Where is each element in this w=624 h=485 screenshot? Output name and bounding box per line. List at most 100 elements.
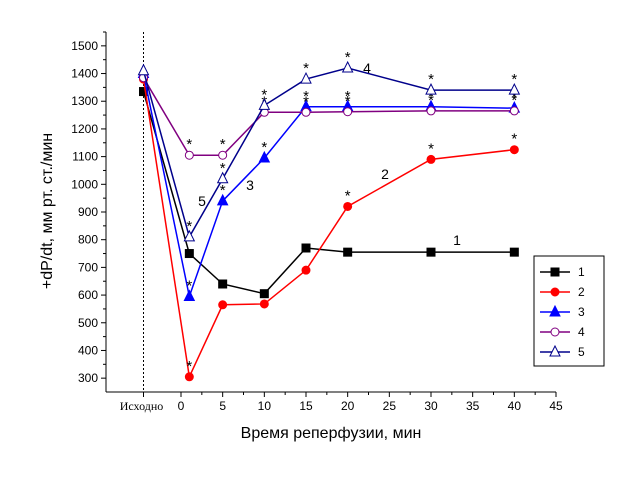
significance-star: * [345,93,351,110]
data-point-4 [509,106,519,116]
y-tick-label: 1400 [71,67,98,81]
x-tick-label: 15 [299,399,313,413]
x-tick-label: 20 [341,399,355,413]
significance-star: * [186,277,192,294]
data-point-5 [425,83,437,95]
curve-label-4: 4 [363,60,371,76]
data-point-3 [258,150,271,163]
significance-star: * [428,92,434,109]
x-origin-label: Исходно [120,399,164,413]
significance-star: * [186,136,192,153]
series-line-3 [142,73,515,300]
legend-label: 1 [578,265,585,279]
legend-marker [549,344,561,357]
significance-star: * [303,88,309,105]
data-point-1 [343,247,353,257]
legend-marker [550,267,560,277]
significance-star: * [345,49,351,66]
legend-box [533,255,605,367]
data-point-1 [426,247,436,257]
curve-label-2: 2 [381,166,389,182]
legend-item-3: 3 [540,304,585,319]
x-tick-label: 40 [508,399,522,413]
data-point-2 [259,299,269,309]
significance-star: * [511,71,517,88]
series-layer: ************************* [137,49,521,382]
legend-label: 3 [578,305,585,319]
y-axis-title: +dP/dt, мм рт. ст./мин [39,133,56,289]
significance-star: * [345,88,351,105]
data-point-2 [426,154,436,164]
data-point-2 [184,372,194,382]
data-point-5 [216,171,229,184]
legend-item-5: 5 [540,344,585,359]
x-tick-label: 10 [258,399,272,413]
legend-item-2: 2 [540,285,585,299]
data-point-4 [426,106,436,116]
y-tick-label: 700 [78,260,98,274]
significance-star: * [261,86,267,103]
labels-layer: Время реперфузии, мин +dP/dt, мм рт. ст./… [39,60,461,442]
y-tick-label: 1300 [71,94,98,108]
significance-star: * [511,89,517,106]
significance-star: * [261,139,267,156]
data-point-3 [183,289,196,301]
series-line-5 [142,67,515,239]
legend-item-1: 1 [540,265,585,279]
data-point-2 [218,300,228,310]
y-tick-label: 1500 [71,39,98,53]
series-line-2 [142,78,515,380]
data-point-1 [218,279,228,289]
significance-star: * [511,131,517,148]
data-point-4 [343,107,353,117]
significance-star: * [345,187,351,204]
significance-star: * [428,140,434,157]
data-point-2 [301,265,311,275]
series-1 [139,87,519,299]
significance-star: * [428,71,434,88]
legend: 1 2 3 4 5 [533,255,605,367]
axes: 3004005006007008009001000110012001300140… [71,31,563,413]
y-tick-label: 500 [78,316,98,330]
significance-star: * [220,136,226,153]
x-tick-label: 35 [466,399,480,413]
x-tick-label: 25 [383,399,397,413]
series-3: **** * * * [137,66,521,301]
series-4: ******* [139,73,519,160]
significance-star: * [303,93,309,110]
data-point-2 [343,201,353,211]
data-point-5 [341,60,354,73]
x-axis-title: Время реперфузии, мин [241,425,422,442]
y-tick-label: 900 [78,205,98,219]
data-point-5 [300,71,312,84]
significance-star: * [303,60,309,77]
legend-item-4: 4 [540,325,585,339]
data-point-1 [509,247,519,257]
data-point-4 [184,150,194,160]
significance-star: * [186,358,192,375]
data-point-1 [301,243,311,253]
curve-label-5: 5 [198,193,206,209]
y-tick-label: 400 [78,343,98,357]
data-point-2 [509,145,519,155]
x-tick-label: 0 [178,399,185,413]
curve-label-3: 3 [246,177,254,193]
y-tick-label: 600 [78,288,98,302]
legend-label: 2 [578,285,585,299]
x-tick-label: 30 [424,399,438,413]
x-tick-label: 45 [549,399,563,413]
significance-star: * [428,88,434,105]
legend-label: 4 [578,325,585,339]
data-point-1 [184,249,194,259]
data-point-1 [259,289,269,299]
x-tick-label: 5 [219,399,226,413]
data-point-5 [508,83,521,95]
y-tick-label: 1200 [71,122,98,136]
legend-label: 5 [578,345,585,359]
series-5: ****** * [137,49,521,242]
legend-marker [550,327,560,337]
y-tick-label: 1000 [71,177,98,191]
significance-star: * [220,160,226,177]
